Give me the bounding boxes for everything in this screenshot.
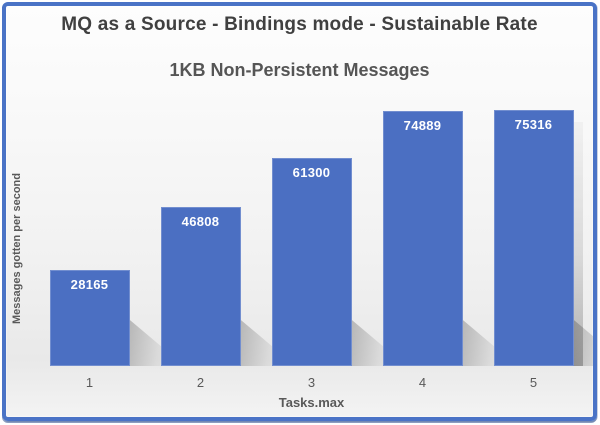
- bar-data-label: 74889: [403, 118, 442, 133]
- x-tick-label: 3: [307, 375, 316, 390]
- bar-data-label: 61300: [292, 165, 331, 180]
- chart-frame: MQ as a Source - Bindings mode - Sustain…: [2, 2, 597, 421]
- x-tick-label: 1: [85, 375, 94, 390]
- x-axis-title: Tasks.max: [278, 395, 345, 410]
- plot-area: 28165 46808 61300 74889 75316: [34, 94, 593, 366]
- x-axis-tick-labels: 1 2 3 4 5: [34, 375, 589, 391]
- x-tick-label: 4: [418, 375, 427, 390]
- bar-tasks-3: 61300: [271, 158, 352, 366]
- bar-tasks-2: 46808: [160, 207, 241, 366]
- chart-subtitle: 1KB Non-Persistent Messages: [169, 60, 430, 80]
- bar-tasks-4: 74889: [382, 111, 463, 366]
- x-tick-label: 5: [529, 375, 538, 390]
- bar-side-shadow: [573, 122, 583, 366]
- bar-data-label: 46808: [181, 214, 220, 229]
- x-tick-label: 2: [196, 375, 205, 390]
- chart-title: MQ as a Source - Bindings mode - Sustain…: [61, 14, 538, 35]
- bar-tasks-1: 28165: [49, 270, 130, 366]
- y-axis-title: Messages gotten per second: [11, 173, 23, 324]
- bar-tasks-5: 75316: [493, 110, 574, 366]
- bar-data-label: 75316: [514, 117, 553, 132]
- bar-data-label: 28165: [70, 277, 109, 292]
